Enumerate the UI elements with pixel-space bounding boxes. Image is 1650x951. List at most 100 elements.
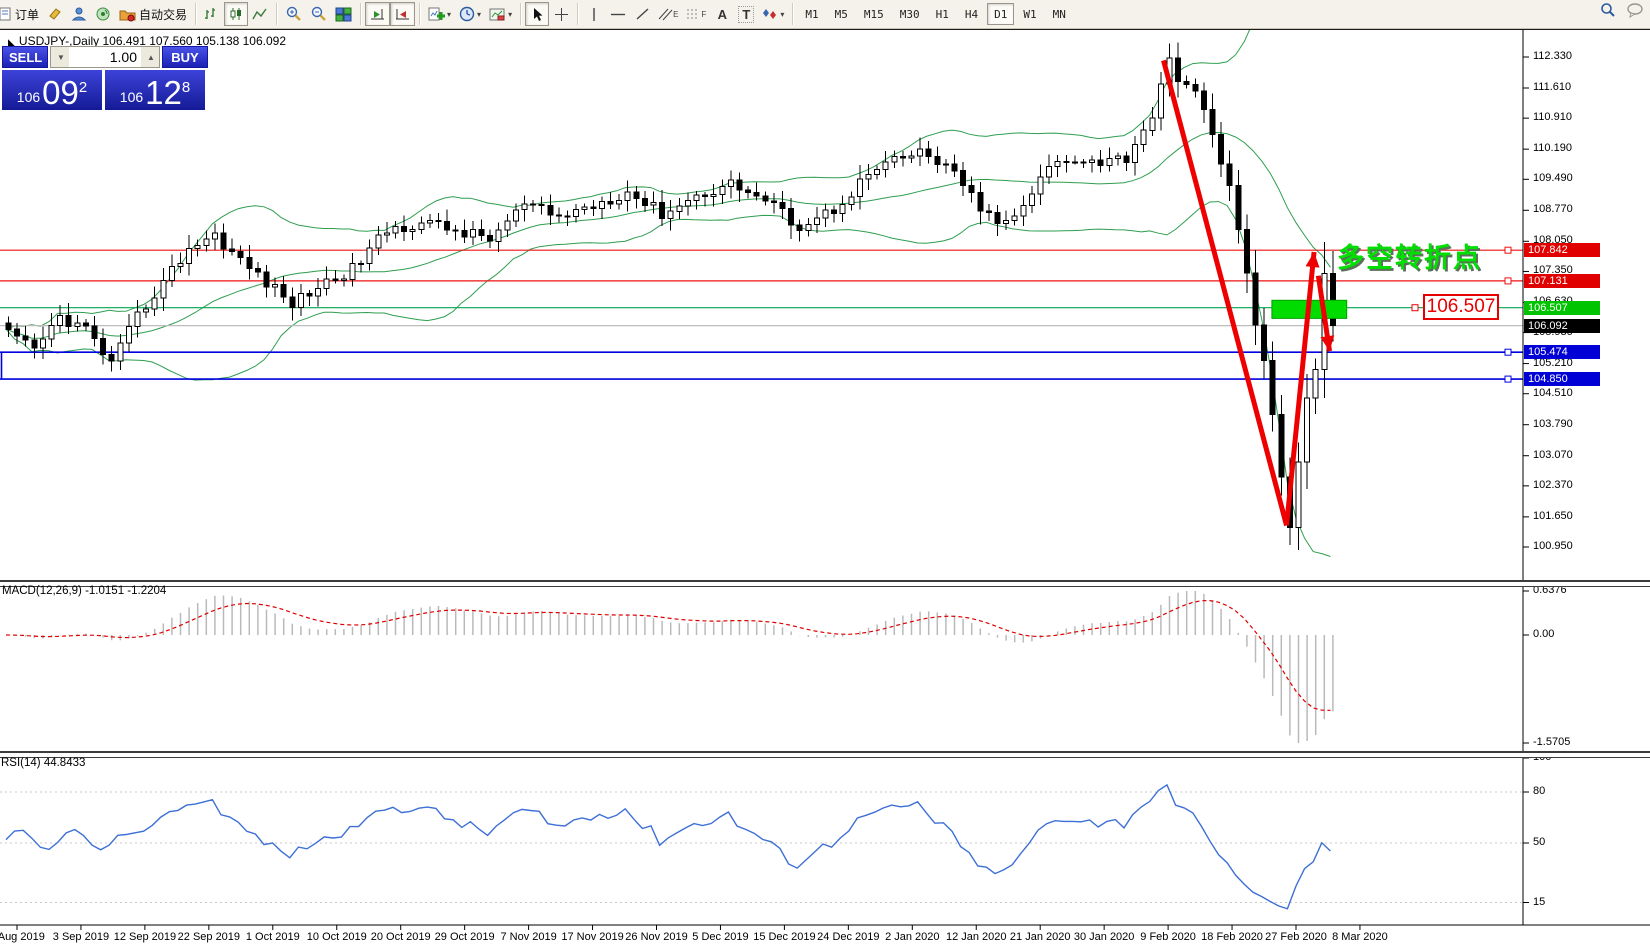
axis-tick-label: 101.650 (1533, 509, 1573, 522)
new-order-label: 订单 (15, 7, 40, 22)
axis-tick-label: 0.6376 (1533, 584, 1567, 596)
axis-tick-label: 112.330 (1533, 50, 1572, 62)
horizontal-line-icon (611, 13, 626, 15)
chat-icon[interactable] (1626, 2, 1644, 18)
templates-button[interactable]: ▾ (485, 2, 516, 26)
zoom-out-icon (311, 6, 326, 21)
timeframe-m30[interactable]: M30 (893, 3, 927, 25)
chart-shift-button[interactable] (390, 2, 416, 26)
text-label-button[interactable]: T (734, 2, 758, 26)
sell-price-prefix: 106 (16, 89, 41, 105)
buy-button[interactable]: BUY (162, 46, 208, 68)
timeframe-mn[interactable]: MN (1046, 3, 1073, 25)
search-icon[interactable] (1600, 2, 1616, 18)
timeframe-h4[interactable]: H4 (958, 3, 985, 25)
sell-button[interactable]: SELL (2, 46, 48, 68)
date-tick-label: 3 Sep 2019 (52, 931, 110, 943)
axis-tick-label: 107.350 (1533, 264, 1573, 277)
toolbar-separator (276, 3, 278, 25)
horizontal-line-button[interactable] (606, 2, 630, 26)
axis-tick-label: 111.610 (1533, 81, 1572, 93)
sell-price-pip: 2 (78, 79, 88, 96)
window-menu-icon[interactable]: ◣ (8, 37, 15, 47)
cursor-icon (533, 7, 543, 21)
tile-windows-button[interactable] (331, 2, 356, 26)
auto-trading-button[interactable]: 自动交易 (115, 2, 191, 26)
new-order-button[interactable]: 订单 (0, 2, 43, 26)
zoom-in-button[interactable] (281, 2, 306, 26)
timeframe-group: M1 M5 M15 M30 H1 H4 D1 W1 MN (797, 1, 1074, 27)
chart-title: ◣ USDJPY-,Daily 106.491 107.560 105.138 1… (8, 34, 287, 48)
equidistant-channel-button[interactable]: E (654, 2, 682, 26)
shapes-icon (763, 9, 777, 19)
rsi-label: RSI(14) 44.8433 (1, 757, 86, 769)
volume-up-button[interactable]: ▲ (141, 47, 159, 67)
crosshair-button[interactable] (549, 2, 573, 26)
chevron-down-icon: ▾ (447, 9, 452, 19)
trendline-icon (636, 8, 649, 20)
auto-trading-icon (119, 10, 136, 21)
fibonacci-icon (687, 9, 700, 19)
trendline-button[interactable] (630, 2, 654, 26)
date-tick-label: 7 Nov 2019 (500, 931, 557, 943)
zoom-out-button[interactable] (306, 2, 331, 26)
bar-chart-icon (205, 8, 216, 19)
volume-stepper: ▼ 1.00 ▲ (50, 46, 160, 68)
volume-value[interactable]: 1.00 (109, 49, 137, 65)
timeframe-h1[interactable]: H1 (929, 3, 956, 25)
quotes-icon (49, 8, 61, 20)
crosshair-icon (554, 7, 568, 21)
price-callout-box[interactable]: 106.507 (1423, 294, 1499, 320)
axis-tick-label: 100.950 (1533, 540, 1573, 552)
timeframe-w1[interactable]: W1 (1016, 3, 1043, 25)
toolbar-separator (792, 3, 794, 25)
date-tick-label: 29 Oct 2019 (434, 931, 495, 943)
text-button[interactable]: A (710, 2, 734, 26)
standard-group: 订单 自动交易 (0, 1, 191, 27)
date-tick-label: 8 Mar 2020 (1332, 931, 1388, 943)
auto-scroll-button[interactable] (365, 2, 391, 26)
bar-chart-button[interactable] (200, 2, 224, 26)
buy-price-panel[interactable]: 106 12 8 (105, 70, 205, 110)
toolbar-separator (360, 3, 362, 25)
new-order-icon (0, 7, 11, 21)
vertical-line-button[interactable] (582, 2, 606, 26)
signals-button[interactable] (91, 2, 115, 26)
axis-tick-label: 80 (1533, 785, 1546, 797)
timeframe-d1[interactable]: D1 (987, 3, 1015, 25)
periods-button[interactable]: ▾ (455, 2, 485, 26)
sell-price-panel[interactable]: 106 09 2 (2, 70, 102, 110)
quotes-button[interactable] (43, 2, 67, 26)
auto-trading-label: 自动交易 (139, 7, 188, 22)
date-tick-label: 1 Oct 2019 (245, 931, 300, 943)
fibonacci-button[interactable]: F (682, 2, 710, 26)
vertical-line-icon (593, 7, 595, 21)
candlestick-chart-button[interactable] (224, 2, 249, 26)
price-level-label: 107.842 (1524, 243, 1600, 258)
rsi-pane-splitter[interactable] (0, 751, 1650, 758)
community-button[interactable] (67, 2, 91, 26)
date-tick-label: 2 Jan 2020 (885, 931, 940, 943)
cursor-button[interactable] (525, 2, 550, 26)
line-chart-button[interactable] (248, 2, 272, 26)
macd-pane-splitter[interactable] (0, 580, 1650, 587)
date-tick-label: 15 Dec 2019 (753, 931, 816, 943)
arrows-button[interactable]: ▾ (758, 2, 788, 26)
tile-windows-icon (335, 7, 352, 21)
date-tick-label: 21 Jan 2020 (1009, 931, 1071, 943)
add-indicator-button[interactable]: ▾ (424, 2, 455, 26)
price-level-label: 106.507 (1524, 300, 1600, 315)
timeframe-m1[interactable]: M1 (798, 3, 825, 25)
volume-down-button[interactable]: ▼ (51, 47, 69, 67)
axis-tick-label: 103.070 (1533, 448, 1573, 461)
buy-price-pip: 8 (181, 79, 191, 96)
timeframe-m15[interactable]: M15 (857, 3, 891, 25)
date-tick-label: 22 Sep 2019 (177, 931, 241, 943)
zoom-in-icon (286, 6, 301, 21)
toolbar-separator (419, 3, 421, 25)
object-group: E F A T ▾ (525, 1, 788, 27)
timeframe-m5[interactable]: M5 (828, 3, 855, 25)
chart-window-border (0, 28, 1650, 30)
turning-point-annotation[interactable]: 多空转折点 (1337, 243, 1482, 273)
